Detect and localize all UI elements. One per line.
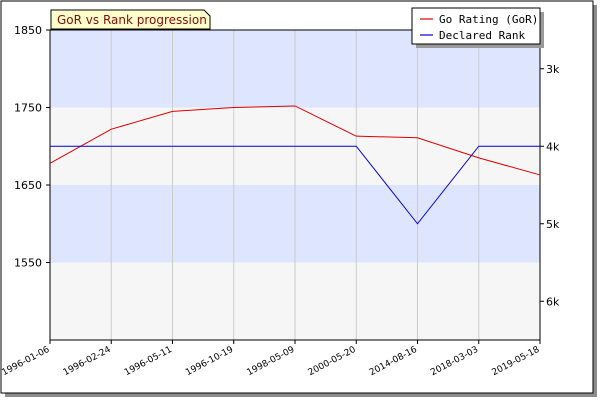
left-tick-label: 1650 xyxy=(14,179,42,192)
right-tick-label: 4k xyxy=(546,140,560,153)
right-tick-label: 3k xyxy=(546,63,560,76)
right-tick-label: 6k xyxy=(546,295,560,308)
series-line-rank xyxy=(50,145,540,225)
title-tab xyxy=(50,9,211,30)
left-tick-label: 1550 xyxy=(14,257,42,270)
grid-lines xyxy=(110,30,480,340)
chart-title-box: GoR vs Rank progression xyxy=(50,9,211,30)
chart-title: GoR vs Rank progression xyxy=(57,13,207,27)
legend: Go Rating (GoR) Declared Rank xyxy=(411,7,544,48)
series-lines xyxy=(49,105,541,225)
legend-label-rank: Declared Rank xyxy=(439,29,525,42)
right-tick-label: 5k xyxy=(546,218,560,231)
series-line-gor xyxy=(49,105,541,176)
left-tick-label: 1750 xyxy=(14,102,42,115)
left-tick-label: 1850 xyxy=(14,24,42,37)
legend-box xyxy=(411,7,541,45)
left-axis: 1550 1650 1750 1850 xyxy=(14,24,50,270)
right-axis: 3k 4k 5k 6k xyxy=(540,63,560,308)
legend-label-gor: Go Rating (GoR) xyxy=(439,13,538,26)
